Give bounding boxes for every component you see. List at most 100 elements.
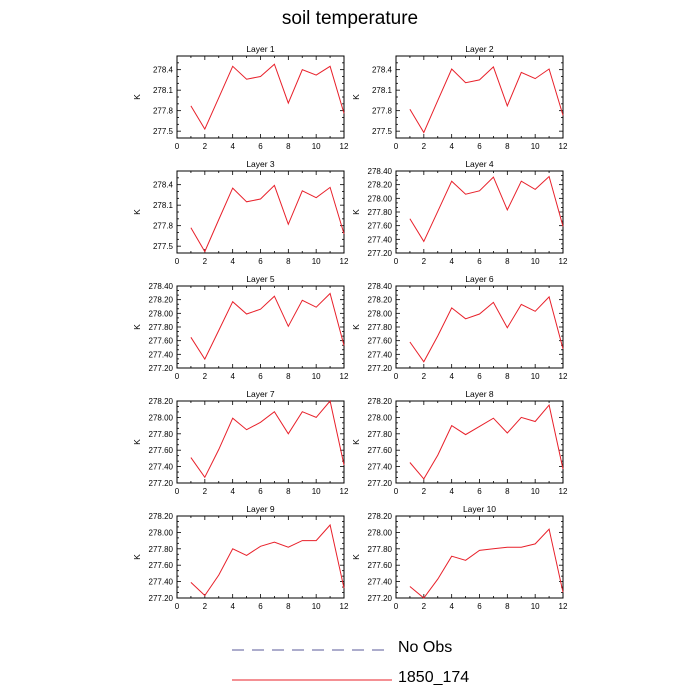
y-tick-label: 277.20 (368, 594, 393, 603)
x-tick-label: 8 (286, 602, 291, 611)
panel-layer-4: Layer 4 K 0 2 4 6 8 10 12 277.20 277.40 277.60 277.8… (351, 159, 568, 266)
y-tick-label: 278.4 (153, 181, 174, 190)
panel-layer-1: Layer 1 K 0 2 4 6 8 10 12 277.5 277.8 278.1 278.4 (132, 44, 349, 151)
x-tick-label: 4 (449, 487, 454, 496)
panel-title: Layer 4 (465, 159, 494, 169)
x-tick-label: 2 (203, 142, 208, 151)
panel-title: Layer 7 (246, 389, 275, 399)
panel-frame (395, 170, 564, 254)
y-tick-label: 277.20 (149, 364, 174, 373)
legend-label-no-obs: No Obs (398, 639, 453, 656)
panel-frame (395, 400, 564, 484)
y-tick-label: 277.80 (149, 430, 174, 439)
y-tick-label: 278.00 (368, 528, 393, 537)
x-tick-label: 8 (505, 487, 510, 496)
x-tick-label: 8 (505, 372, 510, 381)
x-tick-label: 6 (258, 372, 263, 381)
x-tick-label: 12 (559, 487, 568, 496)
y-tick-label: 278.00 (368, 413, 393, 422)
x-tick-label: 6 (477, 602, 482, 611)
y-tick-label: 277.60 (149, 561, 174, 570)
y-tick-label: 277.20 (368, 364, 393, 373)
y-axis-label: K (351, 209, 361, 215)
panel-frame (176, 515, 345, 599)
x-tick-label: 6 (258, 487, 263, 496)
x-tick-label: 2 (203, 602, 208, 611)
panel-title: Layer 8 (465, 389, 494, 399)
x-tick-label: 0 (175, 142, 180, 151)
y-tick-label: 278.1 (153, 201, 174, 210)
panel-layer-7: Layer 7 K 0 2 4 6 8 10 12 277.20 277.40 277.60 277.8… (132, 389, 349, 496)
x-tick-label: 4 (230, 487, 235, 496)
y-tick-label: 277.40 (368, 578, 393, 587)
x-tick-label: 6 (477, 142, 482, 151)
series-line (409, 528, 564, 599)
panel-title: Layer 6 (465, 274, 494, 284)
x-tick-label: 4 (230, 602, 235, 611)
x-tick-label: 12 (559, 257, 568, 266)
x-tick-label: 6 (477, 257, 482, 266)
y-tick-label: 277.60 (368, 222, 393, 231)
x-tick-label: 6 (477, 372, 482, 381)
panel-layer-9: Layer 9 K 0 2 4 6 8 10 12 277.20 277.40 277.60 277.8… (132, 504, 349, 611)
x-tick-label: 4 (230, 372, 235, 381)
panel-title: Layer 1 (246, 44, 275, 54)
series-line (190, 63, 345, 131)
x-tick-label: 10 (312, 142, 321, 151)
y-tick-label: 277.8 (372, 107, 393, 116)
panel-frame (176, 400, 345, 484)
y-tick-label: 278.20 (368, 181, 393, 190)
x-tick-label: 12 (340, 487, 349, 496)
y-tick-label: 278.1 (153, 86, 174, 95)
panel-frame (395, 285, 564, 369)
y-tick-label: 278.20 (368, 296, 393, 305)
series-line (190, 184, 345, 253)
x-tick-label: 12 (559, 372, 568, 381)
x-tick-label: 4 (449, 257, 454, 266)
y-axis-label: K (351, 554, 361, 560)
y-tick-label: 277.80 (149, 323, 174, 332)
x-tick-label: 8 (286, 372, 291, 381)
x-tick-label: 10 (531, 142, 540, 151)
panel-layer-5: Layer 5 K 0 2 4 6 8 10 12 277.20 277.40 277.60 277.8… (132, 274, 349, 381)
x-tick-label: 2 (203, 372, 208, 381)
panel-frame (176, 55, 345, 139)
x-tick-label: 8 (286, 257, 291, 266)
series-line (409, 295, 564, 363)
panel-title: Layer 10 (463, 504, 496, 514)
x-tick-label: 2 (422, 142, 427, 151)
y-tick-label: 278.40 (368, 167, 393, 176)
y-tick-label: 278.00 (368, 309, 393, 318)
x-tick-label: 10 (531, 372, 540, 381)
x-tick-label: 10 (312, 487, 321, 496)
y-tick-label: 277.40 (368, 463, 393, 472)
x-tick-label: 0 (394, 602, 399, 611)
x-tick-label: 8 (286, 487, 291, 496)
y-axis-label: K (351, 324, 361, 330)
x-tick-label: 6 (258, 142, 263, 151)
y-tick-label: 277.40 (368, 350, 393, 359)
panel-frame (395, 515, 564, 599)
x-tick-label: 2 (422, 602, 427, 611)
y-tick-label: 277.80 (368, 545, 393, 554)
panel-layer-8: Layer 8 K 0 2 4 6 8 10 12 277.20 277.40 277.60 277.8… (351, 389, 568, 496)
y-tick-label: 277.40 (149, 578, 174, 587)
x-tick-label: 0 (394, 372, 399, 381)
y-axis-label: K (132, 324, 142, 330)
x-tick-label: 6 (477, 487, 482, 496)
y-tick-label: 277.40 (149, 463, 174, 472)
panel-title: Layer 9 (246, 504, 275, 514)
y-tick-label: 277.80 (368, 430, 393, 439)
x-tick-label: 0 (175, 487, 180, 496)
panel-layer-2: Layer 2 K 0 2 4 6 8 10 12 277.5 277.8 278.1 278.4 (351, 44, 568, 151)
panel-title: Layer 3 (246, 159, 275, 169)
x-tick-label: 8 (505, 602, 510, 611)
x-tick-label: 0 (394, 487, 399, 496)
y-tick-label: 277.5 (153, 127, 174, 136)
x-tick-label: 12 (340, 372, 349, 381)
x-tick-label: 6 (258, 257, 263, 266)
y-tick-label: 278.1 (372, 86, 393, 95)
x-tick-label: 2 (422, 487, 427, 496)
x-tick-label: 12 (340, 602, 349, 611)
